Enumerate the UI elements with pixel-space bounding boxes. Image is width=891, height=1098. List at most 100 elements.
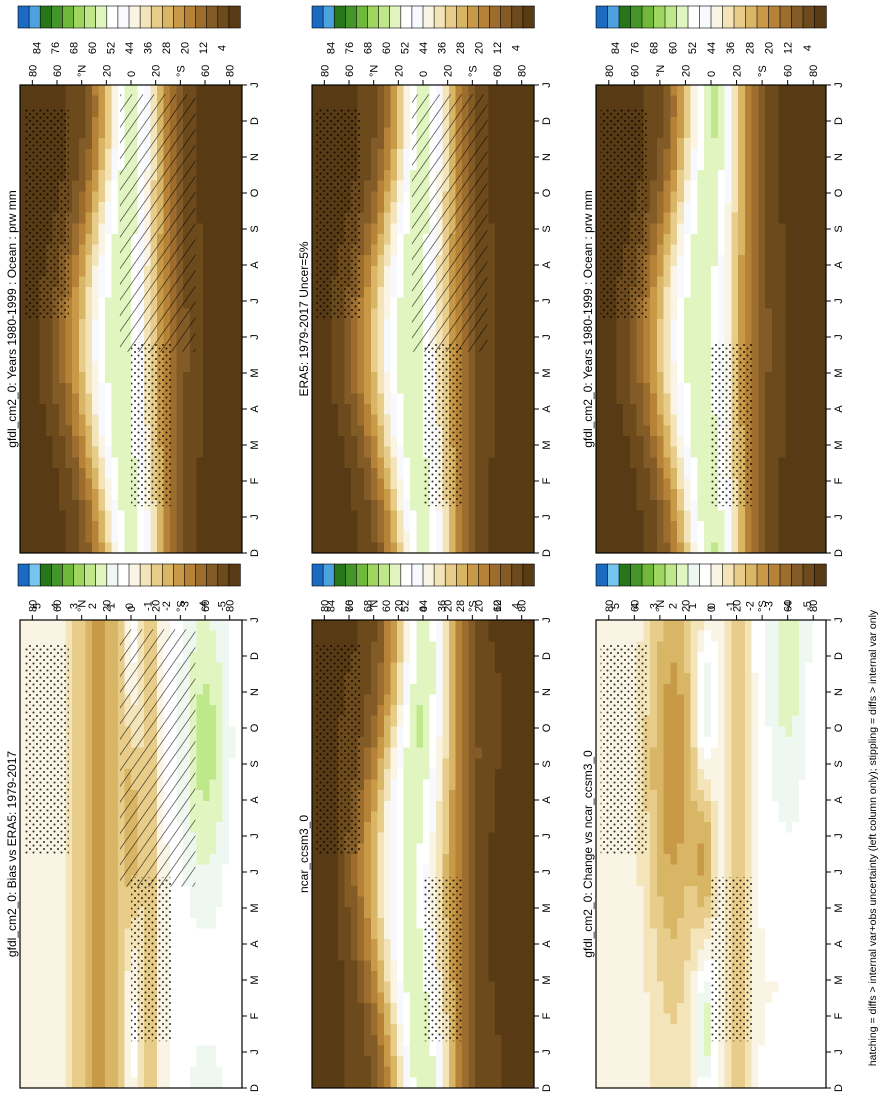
heatmap-cell: [670, 329, 678, 341]
heatmap-cell: [677, 308, 685, 320]
heatmap-cell: [785, 180, 793, 192]
heatmap-cell: [670, 233, 678, 246]
heatmap-cell: [765, 202, 773, 214]
heatmap-cell: [778, 95, 787, 107]
heatmap-cell: [663, 297, 672, 309]
heatmap-cell: [650, 138, 658, 150]
heatmap-cell: [771, 350, 780, 363]
heatmap-cell: [202, 361, 210, 373]
heatmap-cell: [370, 148, 378, 161]
heatmap-cell: [209, 255, 217, 267]
heatmap-cell: [738, 276, 746, 288]
heatmap-cell: [52, 425, 60, 437]
heatmap-cell: [46, 319, 54, 331]
heatmap-cell: [481, 85, 489, 97]
heatmap-cell: [222, 542, 230, 554]
heatmap-cell: [785, 297, 793, 309]
heatmap-cell: [344, 630, 352, 642]
heatmap-cell: [416, 85, 424, 97]
heatmap-cell: [765, 159, 773, 171]
heatmap-cell: [91, 457, 99, 469]
heatmap-cell: [690, 446, 699, 458]
heatmap-cell: [228, 191, 237, 203]
heatmap-cell: [344, 620, 352, 632]
heatmap-cell: [520, 180, 529, 192]
heatmap-cell: [758, 414, 766, 426]
heatmap-cell: [514, 404, 522, 416]
heatmap-cell: [364, 106, 372, 118]
heatmap-cell: [390, 350, 398, 363]
heatmap-cell: [690, 531, 699, 543]
heatmap-cell: [683, 138, 692, 150]
heatmap-cell: [778, 191, 787, 203]
heatmap-cell: [189, 521, 197, 533]
heatmap-cell: [596, 531, 604, 543]
heatmap-cell: [104, 233, 113, 246]
heatmap-cell: [228, 372, 237, 384]
heatmap-cell: [711, 223, 719, 235]
heatmap-cell: [65, 531, 73, 543]
heatmap-cell: [717, 106, 726, 118]
heatmap-cell: [209, 191, 217, 203]
heatmap-cell: [656, 180, 665, 192]
heatmap-cell: [765, 425, 773, 437]
heatmap-cell: [527, 361, 535, 373]
heatmap-cell: [196, 467, 204, 480]
heatmap-cell: [39, 361, 47, 373]
heatmap-cell: [85, 287, 93, 299]
heatmap-cell: [785, 95, 793, 107]
heatmap-cell: [338, 393, 346, 405]
heatmap-cell: [731, 202, 739, 214]
heatmap-cell: [812, 148, 820, 161]
heatmap-cell: [488, 361, 496, 373]
heatmap-cell: [778, 510, 787, 522]
heatmap-cell: [59, 478, 67, 490]
heatmap-cell: [215, 329, 224, 341]
heatmap-cell: [104, 489, 113, 501]
heatmap-cell: [785, 127, 793, 139]
heatmap-cell: [176, 531, 184, 543]
heatmap-cell: [455, 620, 463, 632]
heatmap-cell: [396, 329, 405, 341]
colorbar-swatch: [653, 5, 666, 29]
heatmap-cell: [449, 651, 457, 664]
heatmap-cell: [792, 340, 800, 352]
heatmap-cell: [344, 457, 352, 469]
heatmap-cell: [403, 106, 411, 118]
heatmap-cell: [72, 404, 80, 416]
heatmap-cell: [798, 478, 807, 490]
heatmap-cell: [778, 308, 787, 320]
heatmap-cell: [501, 202, 509, 214]
heatmap-cell: [26, 414, 34, 426]
heatmap-cell: [738, 319, 746, 331]
heatmap-cell: [72, 244, 80, 256]
heatmap-cell: [697, 340, 705, 352]
heatmap-cell: [409, 414, 418, 426]
heatmap-cell: [488, 138, 496, 150]
heatmap-cell: [798, 276, 807, 288]
heatmap-cell: [481, 641, 489, 653]
heatmap-cell: [520, 340, 529, 352]
heatmap-cell: [650, 542, 658, 554]
heatmap-cell: [677, 499, 685, 512]
heatmap-cell: [798, 542, 807, 554]
heatmap-cell: [805, 159, 814, 171]
heatmap-cell: [403, 489, 411, 501]
heatmap-cell: [377, 372, 385, 384]
heatmap-cell: [183, 404, 191, 416]
heatmap-cell: [520, 446, 529, 458]
heatmap-cell: [778, 393, 787, 405]
heatmap-cell: [468, 467, 476, 480]
heatmap-cell: [85, 244, 93, 256]
heatmap-cell: [704, 467, 712, 480]
heatmap-cell: [312, 127, 320, 139]
heatmap-cell: [494, 287, 502, 299]
colorbar-label: 28: [161, 42, 173, 54]
heatmap-cell: [697, 393, 705, 405]
colorbar-label: 76: [629, 42, 641, 54]
heatmap-cell: [481, 531, 489, 543]
heatmap-cell: [683, 127, 692, 139]
heatmap-cell: [704, 499, 712, 512]
heatmap-cell: [792, 436, 800, 448]
heatmap-cell: [798, 404, 807, 416]
